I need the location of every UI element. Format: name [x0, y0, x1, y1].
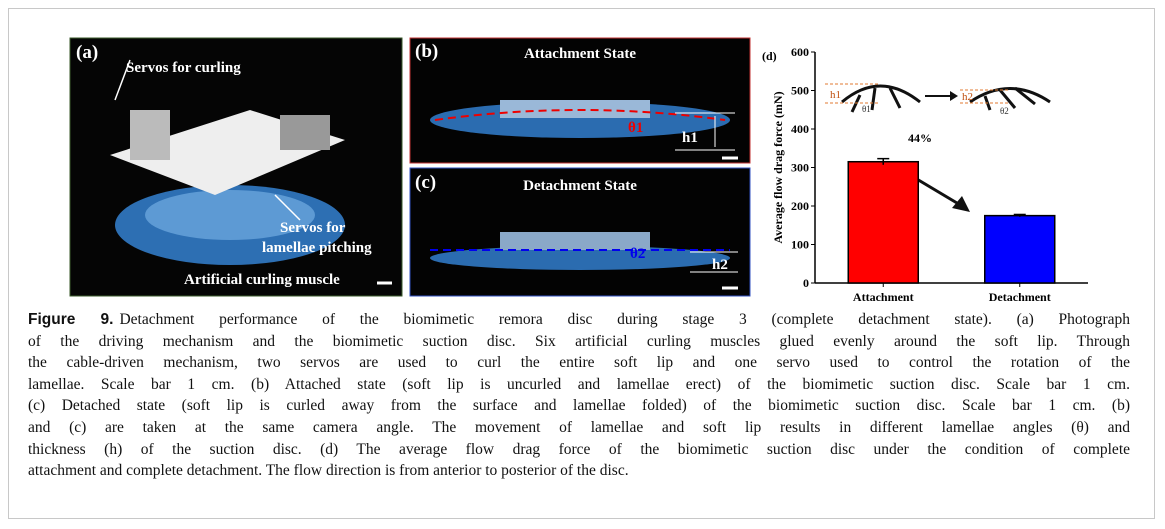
panel-label: (c) [415, 172, 436, 193]
callout: Artificial curling muscle [184, 272, 340, 288]
photo-b [409, 37, 751, 164]
panel-title: Detachment State [523, 178, 637, 194]
caption-line: (c) Detached state (soft lip is curled a… [28, 395, 1130, 417]
caption-text: attachment and complete detachment. The … [28, 462, 629, 480]
caption-text: the cable-driven mechanism, two servos a… [28, 354, 1130, 372]
caption-line: Figure 9. Detachment performance of the b… [28, 309, 1130, 331]
caption-text: thickness (h) of the suction disc. (d) T… [28, 440, 1130, 458]
angle-label: θ2 [630, 246, 645, 262]
y-tick-label: 500 [791, 84, 809, 98]
caption-line: lamellae. Scale bar 1 cm. (b) Attached s… [28, 374, 1130, 396]
schematic-label: θ1 [862, 104, 871, 114]
caption-line: attachment and complete detachment. The … [28, 460, 1130, 482]
caption-text: Detachment performance of the biomimetic… [119, 311, 1130, 328]
x-tick-label: Attachment [853, 290, 914, 304]
callout: Servos for [280, 220, 346, 236]
caption-line: thickness (h) of the suction disc. (d) T… [28, 439, 1130, 461]
photo-a [69, 37, 403, 297]
y-tick-label: 600 [791, 45, 809, 59]
panel-label: (d) [762, 49, 777, 63]
caption-text: and (c) are taken at the same camera ang… [28, 418, 1130, 436]
height-label: h2 [712, 257, 728, 273]
schematic-label: θ2 [1000, 106, 1009, 116]
bar [984, 214, 1056, 284]
caption-line: the cable-driven mechanism, two servos a… [28, 352, 1130, 374]
panel-label: (b) [415, 41, 438, 62]
angle-label: θ1 [628, 120, 643, 136]
panel-label: (a) [76, 42, 98, 63]
caption-line: and (c) are taken at the same camera ang… [28, 417, 1130, 439]
bar [847, 160, 919, 284]
photo-c [409, 167, 751, 297]
y-tick-label: 300 [791, 161, 809, 175]
caption-line: of the driving mechanism and the biomime… [28, 331, 1130, 353]
caption-text: (c) Detached state (soft lip is curled a… [28, 397, 1130, 415]
caption-label: Figure 9. [28, 311, 114, 328]
y-tick-label: 400 [791, 122, 809, 136]
schematic-label: h1 [830, 89, 841, 101]
caption-text: lamellae. Scale bar 1 cm. (b) Attached s… [28, 375, 1130, 393]
panel-title: Attachment State [524, 46, 636, 62]
caption: Figure 9. Detachment performance of the b… [28, 309, 1130, 482]
schematic-label: h2 [962, 91, 973, 103]
caption-text: of the driving mechanism and the biomime… [28, 332, 1130, 350]
figure-frame [8, 8, 1155, 519]
y-tick-label: 0 [803, 276, 809, 290]
y-tick-label: 100 [791, 238, 809, 252]
y-tick-label: 200 [791, 199, 809, 213]
annotation: 44% [908, 131, 932, 145]
x-tick-label: Detachment [989, 290, 1051, 304]
figure: (a) Servos for curling Servos for lamell… [69, 37, 1088, 304]
callout: lamellae pitching [262, 240, 372, 256]
height-label: h1 [682, 130, 698, 146]
callout: Servos for curling [126, 60, 241, 76]
y-axis-label: Average flow drag force (mN) [771, 91, 785, 243]
